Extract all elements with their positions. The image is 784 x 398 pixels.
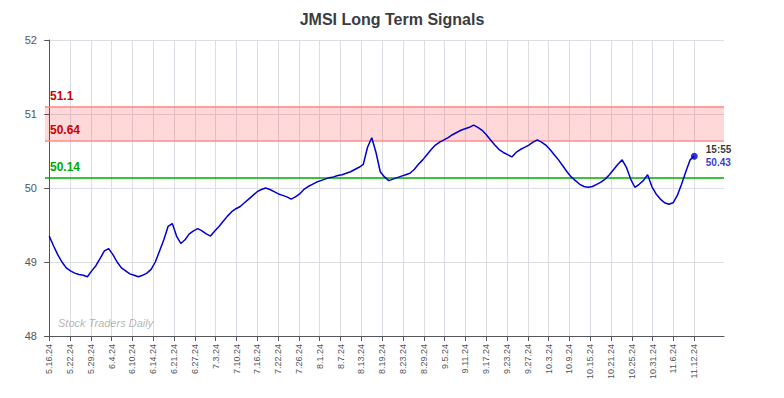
svg-text:6.14.24: 6.14.24 — [148, 344, 158, 374]
svg-text:48: 48 — [25, 330, 37, 342]
svg-text:10.3.24: 10.3.24 — [544, 344, 554, 374]
svg-text:8.13.24: 8.13.24 — [356, 344, 366, 374]
svg-text:JMSI Long Term Signals: JMSI Long Term Signals — [300, 11, 485, 28]
svg-text:9.11.24: 9.11.24 — [460, 344, 470, 373]
svg-text:9.17.24: 9.17.24 — [481, 344, 491, 374]
svg-text:Stock Traders Daily: Stock Traders Daily — [58, 317, 155, 329]
svg-text:7.10.24: 7.10.24 — [232, 344, 242, 374]
svg-text:52: 52 — [25, 34, 37, 46]
svg-text:11.12.24: 11.12.24 — [689, 344, 699, 378]
svg-text:50: 50 — [25, 182, 37, 194]
svg-text:9.23.24: 9.23.24 — [502, 344, 512, 374]
svg-text:7.26.24: 7.26.24 — [294, 344, 304, 374]
svg-text:6.10.24: 6.10.24 — [127, 344, 137, 374]
svg-text:5.29.24: 5.29.24 — [86, 344, 96, 374]
svg-text:9.5.24: 9.5.24 — [440, 344, 450, 369]
svg-text:8.29.24: 8.29.24 — [419, 344, 429, 374]
svg-text:6.27.24: 6.27.24 — [190, 344, 200, 374]
svg-text:8.23.24: 8.23.24 — [398, 344, 408, 374]
svg-text:49: 49 — [25, 256, 37, 268]
svg-text:51: 51 — [25, 108, 37, 120]
svg-text:5.22.24: 5.22.24 — [65, 344, 75, 374]
svg-text:5.16.24: 5.16.24 — [44, 344, 54, 374]
svg-text:9.27.24: 9.27.24 — [523, 344, 533, 374]
svg-text:6.4.24: 6.4.24 — [107, 344, 117, 369]
svg-text:50.43: 50.43 — [706, 157, 731, 168]
svg-text:51.1: 51.1 — [50, 89, 74, 103]
svg-text:8.7.24: 8.7.24 — [336, 344, 346, 369]
svg-text:7.16.24: 7.16.24 — [252, 344, 262, 374]
svg-text:15:55: 15:55 — [706, 144, 732, 155]
svg-text:10.31.24: 10.31.24 — [648, 344, 658, 379]
svg-text:6.21.24: 6.21.24 — [169, 344, 179, 374]
svg-text:10.21.24: 10.21.24 — [606, 344, 616, 379]
svg-text:10.25.24: 10.25.24 — [627, 344, 637, 379]
svg-text:7.3.24: 7.3.24 — [211, 344, 221, 369]
svg-text:10.9.24: 10.9.24 — [564, 344, 574, 374]
svg-text:8.1.24: 8.1.24 — [315, 344, 325, 369]
svg-text:7.22.24: 7.22.24 — [273, 344, 283, 374]
svg-text:50.64: 50.64 — [50, 123, 80, 137]
svg-text:8.19.24: 8.19.24 — [377, 344, 387, 374]
svg-text:11.6.24: 11.6.24 — [668, 344, 678, 373]
svg-text:50.14: 50.14 — [50, 160, 80, 174]
svg-text:10.15.24: 10.15.24 — [585, 344, 595, 379]
